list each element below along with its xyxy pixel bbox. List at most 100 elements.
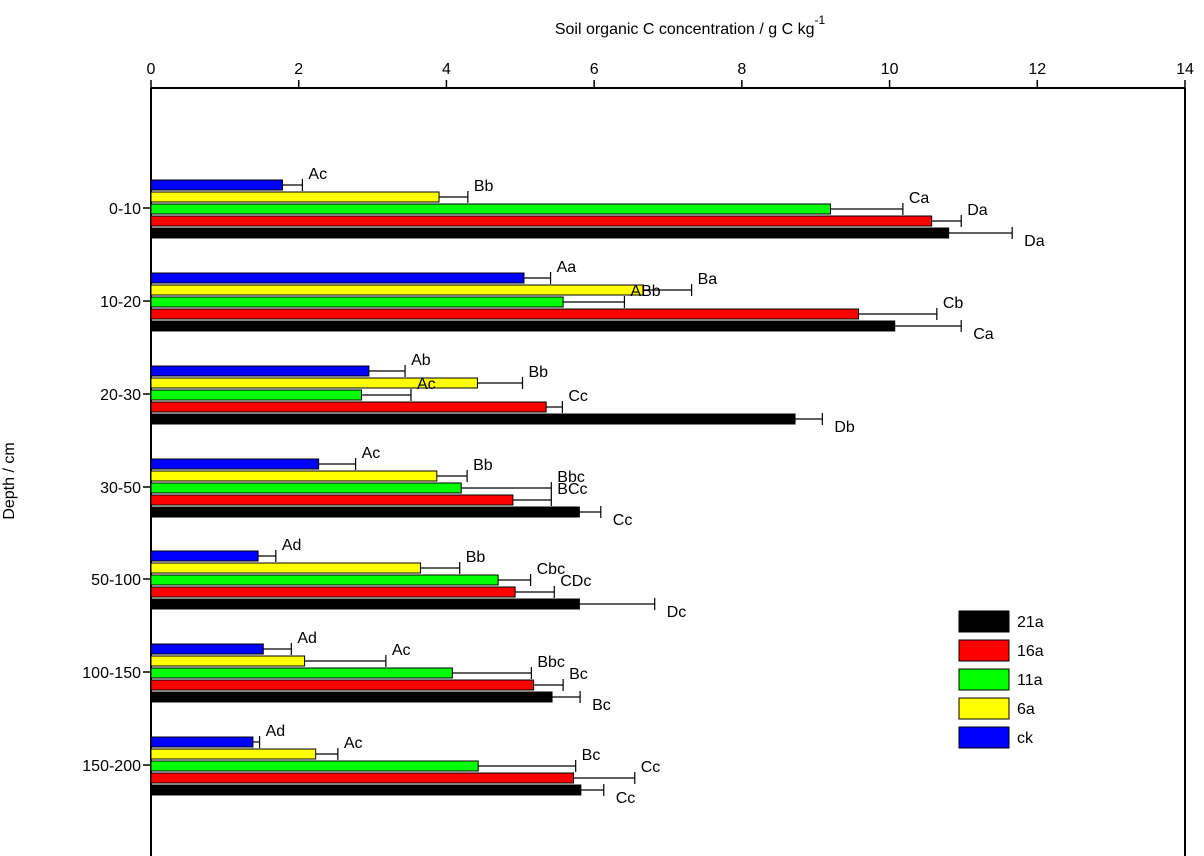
bar-11a	[150, 296, 564, 308]
bar-6a	[150, 284, 645, 296]
x-axis-title-text: Soil organic C concentration / g C kg	[555, 21, 815, 38]
bar-11a	[150, 574, 499, 586]
bar-ck	[150, 736, 254, 748]
bar-11a	[150, 389, 362, 401]
bar-label: ABb	[630, 283, 660, 300]
bar-label: Bc	[569, 666, 588, 683]
bar-label: Bb	[529, 364, 549, 381]
bar-label: Ac	[362, 445, 381, 462]
y-tick-label: 100-150	[82, 665, 141, 682]
bar-6a	[150, 655, 306, 667]
bar-label: Ac	[392, 642, 411, 659]
bar-label: Cc	[616, 790, 636, 807]
legend-label: ck	[1017, 730, 1034, 747]
bar-6a	[150, 191, 440, 203]
bar-label: Bbc	[557, 469, 585, 486]
bars: AcBbCaDaDaAaBaABbCbCaAbBbAcCcDbAcBbBbcBC…	[150, 166, 1045, 807]
y-tick-label: 30-50	[100, 480, 141, 497]
bar-ck	[150, 272, 525, 284]
y-tick-label: 0-10	[109, 201, 141, 218]
bar-label: Ad	[282, 537, 302, 554]
bar-label: Bb	[466, 549, 486, 566]
bar-label: Bc	[582, 747, 601, 764]
legend-swatch-21a	[958, 610, 1010, 633]
bar-11a	[150, 203, 831, 215]
x-tick-label: 0	[147, 61, 156, 78]
bar-label: Ad	[297, 630, 317, 647]
bar-label: Ad	[266, 723, 286, 740]
bar-label: Bb	[474, 178, 494, 195]
bar-label: Da	[1024, 233, 1045, 250]
bar-ck	[150, 643, 264, 655]
bar-label: Cc	[613, 512, 633, 529]
bar-6a	[150, 562, 422, 574]
x-tick-label: 2	[294, 61, 303, 78]
x-axis-title: Soil organic C concentration / g C kg-1	[555, 13, 826, 38]
y-tick-label: 10-20	[100, 294, 141, 311]
y-axis-title: Depth / cm	[1, 442, 18, 519]
bar-label: Dc	[667, 604, 687, 621]
bar-label: BCc	[557, 481, 587, 498]
bar-label: Aa	[557, 259, 577, 276]
bar-label: Bc	[592, 697, 611, 714]
bar-label: Ac	[417, 376, 436, 393]
bar-16a	[150, 215, 933, 227]
legend: 21a 16a 11a 6a ck	[958, 610, 1044, 749]
y-tick-label: 50-100	[91, 572, 141, 589]
bar-label: Db	[834, 419, 855, 436]
bar-label: Cc	[641, 759, 661, 776]
bar-11a	[150, 667, 453, 679]
bar-16a	[150, 679, 535, 691]
bar-ck	[150, 365, 370, 377]
bar-16a	[150, 586, 516, 598]
x-tick-label: 14	[1176, 61, 1194, 78]
legend-swatch-11a	[958, 668, 1010, 691]
bar-label: Bbc	[537, 654, 565, 671]
bar-21a	[150, 691, 553, 703]
legend-swatch-6a	[958, 697, 1010, 720]
x-tick-label: 6	[590, 61, 599, 78]
bar-6a	[150, 470, 438, 482]
bar-label: Ca	[973, 326, 994, 343]
bar-11a	[150, 482, 462, 494]
bar-16a	[150, 772, 574, 784]
bar-label: Cc	[568, 388, 588, 405]
legend-label: 16a	[1017, 643, 1044, 660]
bar-16a	[150, 401, 547, 413]
y-tick-label: 150-200	[82, 758, 141, 775]
legend-swatch-ck	[958, 726, 1010, 749]
bar-label: Ca	[909, 190, 930, 207]
bar-21a	[150, 598, 580, 610]
bar-21a	[150, 227, 950, 239]
bar-label: CDc	[560, 573, 591, 590]
bar-ck	[150, 179, 283, 191]
bar-21a	[150, 320, 896, 332]
bar-label: Bb	[473, 457, 493, 474]
legend-label: 11a	[1017, 672, 1043, 689]
bar-16a	[150, 494, 514, 506]
bar-label: Ac	[308, 166, 327, 183]
y-tick-label: 20-30	[100, 387, 141, 404]
bar-21a	[150, 506, 580, 518]
bar-ck	[150, 458, 320, 470]
bar-label: Ba	[698, 271, 718, 288]
bar-label: Ab	[411, 352, 431, 369]
bar-11a	[150, 760, 479, 772]
bar-label: Ac	[344, 735, 363, 752]
bar-label: Cbc	[537, 561, 565, 578]
x-tick-label: 12	[1028, 61, 1046, 78]
bar-label: Da	[967, 202, 988, 219]
bar-6a	[150, 748, 317, 760]
bar-21a	[150, 413, 796, 425]
legend-label: 6a	[1017, 701, 1035, 718]
legend-label: 21a	[1017, 614, 1044, 631]
bar-16a	[150, 308, 860, 320]
legend-swatch-16a	[958, 639, 1010, 662]
x-axis-title-superscript: -1	[815, 13, 826, 27]
bar-21a	[150, 784, 582, 796]
bar-label: Cb	[943, 295, 964, 312]
x-tick-label: 8	[737, 61, 746, 78]
x-tick-label: 10	[881, 61, 899, 78]
bar-ck	[150, 550, 259, 562]
